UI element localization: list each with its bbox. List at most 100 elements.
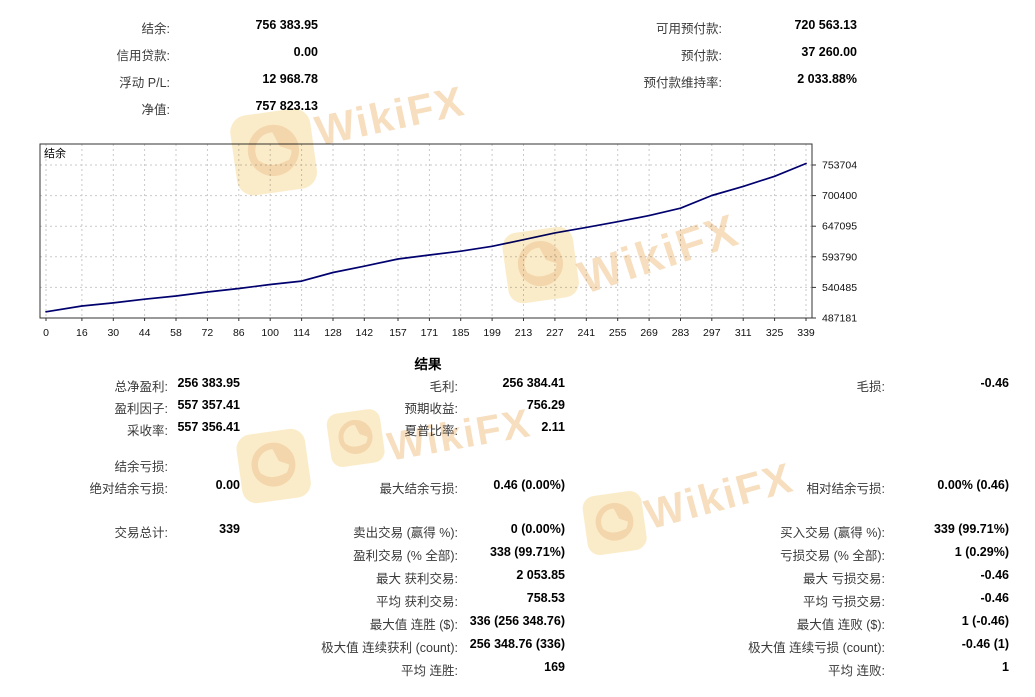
stat-label: 绝对结余亏损: [89,482,168,496]
svg-text:结余: 结余 [44,146,66,160]
stat-value: 2 033.88% [797,71,857,86]
svg-text:647095: 647095 [822,221,857,233]
stat-value: -0.46 [980,376,1010,390]
stat-label: 夏普比率: [404,424,458,438]
stat-value: -0.46 (1) [961,636,1009,651]
svg-text:142: 142 [356,327,374,339]
stat-label: 极大值 连续获利 (count): [321,640,458,655]
stat-label: 平均 亏损交易: [803,594,885,609]
stat-label: 交易总计: [114,525,168,540]
svg-text:700400: 700400 [822,190,857,202]
stat-label: 预期收益: [404,402,458,416]
stat-value: 0.46 (0.00%) [493,478,565,492]
stat-label: 净值: [141,102,170,117]
svg-text:16: 16 [76,327,88,339]
stat-value: 1 [1002,659,1009,674]
stat-value: 1 (0.29%) [954,544,1009,559]
svg-text:593790: 593790 [822,251,857,263]
stat-value: 339 [219,521,240,536]
results-title: 结果 [414,357,442,372]
stat-label: 毛利: [429,380,458,394]
stat-label: 浮动 P/L: [119,75,170,90]
svg-text:114: 114 [293,327,310,339]
svg-text:199: 199 [483,327,501,339]
stat-value: 256 383.95 [177,376,240,390]
svg-text:86: 86 [233,327,245,339]
stat-label: 盈利交易 (% 全部): [353,548,458,563]
svg-text:128: 128 [324,327,342,339]
stat-value: 720 563.13 [794,17,857,32]
stat-value: 557 356.41 [177,420,240,434]
stat-value: 338 (99.71%) [489,544,565,559]
svg-text:540485: 540485 [822,282,857,294]
stat-label: 极大值 连续亏损 (count): [748,640,885,655]
svg-text:157: 157 [389,327,407,339]
svg-text:185: 185 [452,327,470,339]
stat-label: 亏损交易 (% 全部): [780,548,885,563]
stat-value: -0.46 [980,567,1010,582]
stat-label: 预付款: [681,48,722,63]
svg-text:58: 58 [170,327,182,339]
svg-text:241: 241 [578,327,596,339]
stat-value: 336 (256 348.76) [469,613,565,628]
stat-label: 卖出交易 (赢得 %): [353,525,458,540]
svg-text:297: 297 [703,327,721,339]
stat-value: 1 (-0.46) [961,613,1009,628]
stat-label: 最大值 连败 ($): [796,617,885,632]
svg-text:213: 213 [515,327,533,339]
stat-value: 758.53 [526,590,565,605]
stat-label: 盈利因子: [114,402,168,416]
svg-text:100: 100 [261,327,279,339]
stat-value: 37 260.00 [801,44,857,59]
stat-value: 12 968.78 [262,71,318,86]
balance-chart-svg: 0 16 30 44 58 72 86 100 114 128 142 157 171 185 199 213… [39,143,857,339]
stat-value: 2.11 [541,420,565,434]
stat-value: 256 384.41 [502,376,565,390]
stat-label: 最大值 连胜 ($): [369,617,458,632]
svg-text:227: 227 [546,327,564,339]
svg-text:487181: 487181 [822,313,857,325]
svg-text:339: 339 [797,327,815,339]
stat-value: 756.29 [526,398,565,412]
stat-value: 256 348.76 (336) [469,636,565,651]
svg-text:283: 283 [672,327,690,339]
stat-label: 平均 连败: [828,663,885,678]
stat-label: 买入交易 (赢得 %): [780,525,885,540]
stat-value: 756 383.95 [255,17,318,32]
svg-text:753704: 753704 [822,160,857,172]
svg-text:171: 171 [421,327,439,339]
stat-label: 相对结余亏损: [806,482,885,496]
stat-value: 0.00 [293,44,318,59]
stat-label: 最大结余亏损: [379,482,458,496]
stat-label: 最大 获利交易: [376,571,458,586]
stat-label: 可用预付款: [656,21,722,36]
svg-text:269: 269 [640,327,658,339]
svg-text:44: 44 [139,327,151,339]
stat-label: 平均 获利交易: [376,594,458,609]
stat-value: 0.00% (0.46) [937,478,1009,492]
stat-value: 0 (0.00%) [510,521,565,536]
svg-text:325: 325 [766,327,784,339]
svg-text:0: 0 [43,327,49,339]
stat-value: 557 357.41 [177,398,240,412]
stat-label: 总净盈利: [114,380,168,394]
svg-text:311: 311 [735,327,752,339]
stat-label: 预付款维持率: [643,75,722,90]
stat-label: 信用贷款: [116,48,170,63]
stat-label: 平均 连胜: [401,663,458,678]
svg-text:30: 30 [107,327,119,339]
stat-value: 0.00 [215,478,240,492]
stat-value: 169 [544,659,565,674]
svg-text:72: 72 [202,327,214,339]
stat-label: 最大 亏损交易: [803,571,885,586]
stat-value: 2 053.85 [516,567,565,582]
stat-value: -0.46 [980,590,1010,605]
stat-label: 采收率: [127,424,168,438]
balance-chart: 0 16 30 44 58 72 86 100 114 128 142 157 171 185 199 213… [39,143,857,339]
stat-label: 结余亏损: [114,460,168,474]
svg-text:255: 255 [609,327,627,339]
stat-label: 结余: [141,21,170,36]
stat-value: 339 (99.71%) [933,521,1009,536]
stat-label: 毛损: [856,380,885,394]
